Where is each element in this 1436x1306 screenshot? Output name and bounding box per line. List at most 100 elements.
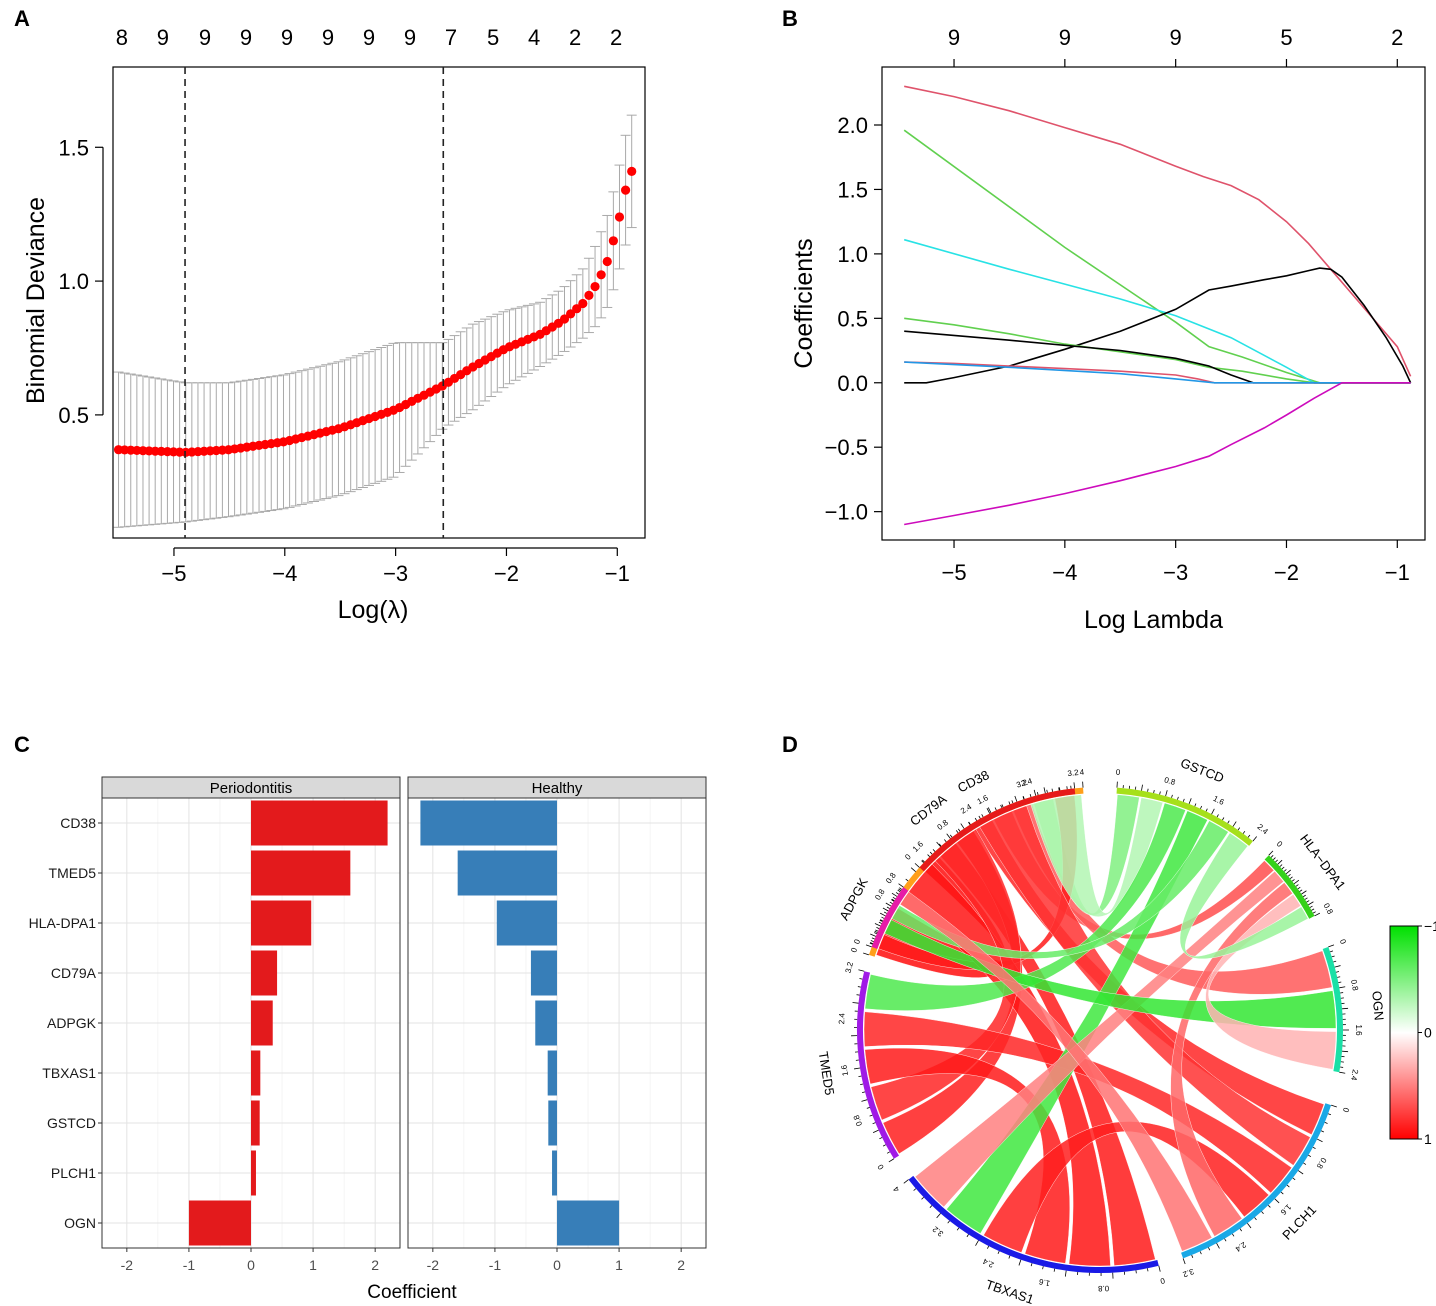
sector-tick bbox=[1247, 1222, 1252, 1229]
y-tick-label: 1.5 bbox=[58, 135, 89, 160]
coefficient-path-line bbox=[903, 238, 1411, 384]
sector-tick bbox=[1182, 798, 1185, 802]
sector-tick-label: 0 bbox=[1115, 768, 1121, 777]
sector-track-gstcd bbox=[1116, 787, 1253, 846]
chord-link bbox=[863, 1011, 1292, 1194]
sector-tick bbox=[1273, 857, 1276, 860]
bar-hla-dpa1 bbox=[251, 900, 312, 946]
sector-track-hla−dpa1 bbox=[1264, 855, 1315, 919]
bar-plch1 bbox=[251, 1150, 256, 1196]
sector-tick bbox=[1295, 884, 1299, 887]
sector-tick bbox=[1280, 1191, 1284, 1195]
sector-tick bbox=[960, 823, 965, 829]
sector-tick bbox=[1268, 850, 1274, 856]
sector-tick-label: 0 bbox=[852, 937, 862, 945]
top-axis-label: 9 bbox=[948, 25, 960, 50]
sector-tick bbox=[870, 940, 874, 942]
sector-tick bbox=[881, 916, 885, 919]
sector-tick bbox=[1339, 986, 1346, 989]
sector-tick bbox=[859, 978, 863, 980]
coefficient-path-line bbox=[904, 330, 1411, 384]
bar-gstcd bbox=[548, 1100, 557, 1146]
sector-tick bbox=[1171, 794, 1173, 798]
sector-tick bbox=[1227, 820, 1230, 824]
sector-tick bbox=[1304, 897, 1308, 900]
y-tick-label: 0.5 bbox=[58, 403, 89, 428]
sector-label: OGN bbox=[1369, 990, 1387, 1021]
sector-tick bbox=[1309, 905, 1313, 908]
sector-tick bbox=[921, 860, 925, 864]
sector-tick bbox=[1302, 894, 1306, 898]
sector-tick bbox=[1211, 808, 1215, 815]
panel-a-cv-deviance-plot: −5 −4 −3 −2 −1 Log(λ) 0.5 1.0 1.5 Binomial Devian… bbox=[22, 25, 646, 624]
category-label: ADPGK bbox=[47, 1015, 97, 1031]
sector-tick bbox=[898, 883, 904, 888]
bar-adpgk bbox=[251, 1000, 273, 1046]
bar-tbxas1 bbox=[547, 1050, 557, 1096]
top-axis-label: 2 bbox=[1391, 25, 1403, 50]
sector-tick bbox=[1008, 1255, 1011, 1259]
coefficient-path-line bbox=[904, 85, 1412, 377]
sector-tick bbox=[871, 937, 875, 940]
sector-track-tmed5 bbox=[857, 971, 900, 1159]
sector-tick-label: 0.8 bbox=[852, 1113, 865, 1127]
sector-tick bbox=[897, 889, 901, 893]
top-axis-label: 9 bbox=[281, 25, 293, 50]
sector-tick-label: 0.8 bbox=[1322, 902, 1335, 917]
sector-tick bbox=[870, 933, 876, 937]
sector-tick bbox=[1312, 1146, 1316, 1149]
sector-tick-label: 0.8 bbox=[884, 871, 898, 886]
top-axis-label: 8 bbox=[116, 25, 128, 50]
sector-tick bbox=[858, 969, 865, 972]
sector-tick bbox=[1043, 787, 1046, 794]
top-axis-label: 9 bbox=[363, 25, 375, 50]
x-tick-label: −1 bbox=[1385, 560, 1410, 585]
sector-label: ADPGK bbox=[836, 875, 871, 923]
legend-label: 0 bbox=[1424, 1025, 1432, 1041]
deviance-point bbox=[590, 281, 600, 292]
sector-tick bbox=[1281, 866, 1285, 870]
sector-tick-label: 0 bbox=[1338, 938, 1348, 946]
panel-b-coefficient-path-plot: −5 −4 −3 −2 −1 Log Lambda −1.0 −0.5 0.0 0.5 1.0 1.5… bbox=[790, 25, 1426, 634]
bar-tmed5 bbox=[457, 850, 557, 896]
sector-tick bbox=[1339, 1071, 1346, 1074]
sector-tick bbox=[874, 923, 881, 927]
top-axis-label: 9 bbox=[322, 25, 334, 50]
sector-label: CD38 bbox=[955, 767, 991, 795]
sector-tick bbox=[986, 807, 991, 814]
sector-tick-label: 0.8 bbox=[1349, 979, 1360, 992]
coefficient-path-line bbox=[904, 317, 1411, 384]
category-label: PLCH1 bbox=[51, 1165, 96, 1181]
sector-label: TBXAS1 bbox=[984, 1277, 1036, 1306]
category-label: HLA-DPA1 bbox=[29, 915, 97, 931]
sector-tick bbox=[946, 833, 951, 839]
panel-label-d: D bbox=[782, 732, 798, 757]
sector-tick bbox=[1239, 1228, 1243, 1232]
sector-tick bbox=[968, 821, 971, 825]
sector-tick bbox=[885, 909, 889, 912]
x-tick-label: 2 bbox=[677, 1257, 685, 1273]
sector-tick bbox=[910, 867, 916, 872]
sector-tick bbox=[879, 919, 883, 922]
deviance-point bbox=[614, 212, 625, 222]
sector-tick bbox=[929, 1205, 933, 1208]
sector-tick bbox=[1001, 804, 1004, 808]
sector-tick bbox=[997, 1250, 1000, 1255]
sector-tick bbox=[1270, 855, 1274, 858]
sector-tick bbox=[1030, 1263, 1033, 1267]
sector-tick bbox=[1141, 784, 1143, 791]
color-legend-bar bbox=[1389, 925, 1419, 1140]
y-tick-label: −1.0 bbox=[825, 500, 868, 525]
sector-tick-label: 2.4 bbox=[981, 1256, 995, 1269]
category-label: TMED5 bbox=[49, 865, 97, 881]
sector-tick bbox=[1303, 1162, 1307, 1165]
coefficient-path-line bbox=[904, 361, 1411, 384]
sector-tick bbox=[899, 887, 902, 890]
sector-tick bbox=[1308, 901, 1314, 906]
sector-tick bbox=[869, 1114, 873, 1117]
category-label: OGN bbox=[64, 1215, 96, 1231]
sector-tick bbox=[1011, 800, 1014, 804]
x-tick-label: −3 bbox=[383, 561, 408, 586]
x-tick-label: −5 bbox=[941, 560, 966, 585]
